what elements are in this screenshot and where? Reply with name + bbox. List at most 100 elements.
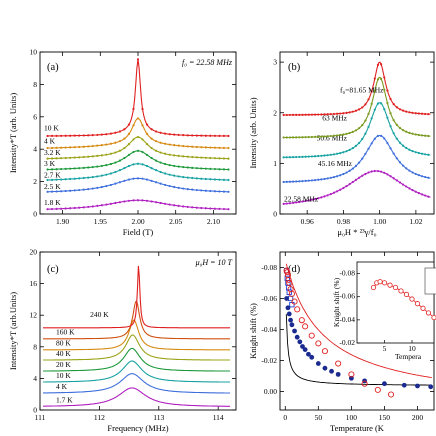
data-point	[213, 146, 216, 149]
series-label: 4 K	[56, 382, 68, 391]
data-point	[213, 207, 216, 210]
data-point	[291, 136, 295, 139]
data-point	[285, 156, 288, 159]
data-point	[118, 159, 122, 162]
data-point	[132, 124, 135, 127]
data-point	[345, 132, 348, 135]
inset-y-tick-label: -0.02	[339, 338, 355, 347]
x-tick-label: 113	[153, 413, 164, 422]
data-point	[417, 112, 420, 115]
data-point	[373, 137, 376, 140]
data-point	[46, 178, 49, 182]
fit-curve	[285, 263, 432, 379]
x-tick-label: 114	[213, 413, 224, 422]
data-point	[402, 129, 405, 132]
data-point	[380, 134, 383, 137]
data-point	[317, 154, 320, 158]
series-line	[43, 360, 231, 383]
data-point	[387, 391, 395, 398]
data-point	[361, 124, 364, 127]
data-point	[173, 185, 176, 189]
panel-frame	[39, 251, 237, 411]
data-point	[428, 384, 434, 390]
data-point	[361, 174, 364, 177]
data-point	[127, 164, 131, 168]
data-point	[177, 204, 180, 207]
series-line	[47, 59, 229, 137]
data-point	[392, 102, 395, 106]
data-point	[164, 202, 167, 205]
data-point	[114, 201, 117, 205]
y-tick-label: 3	[273, 58, 277, 67]
inset-x-tick-label: 5	[383, 344, 387, 353]
data-point	[222, 157, 226, 160]
data-point	[402, 144, 405, 147]
data-point	[364, 119, 367, 122]
inset-y-tick-label: -0.06	[339, 292, 355, 301]
data-point	[69, 207, 72, 210]
data-point	[411, 189, 414, 192]
y-tick-label: 4	[33, 374, 37, 383]
data-point	[373, 77, 376, 80]
data-point	[326, 194, 329, 197]
data-point	[307, 179, 310, 182]
data-point	[417, 174, 420, 177]
data-point	[177, 133, 180, 137]
data-point	[297, 339, 303, 345]
data-point	[398, 108, 402, 111]
data-point	[69, 134, 72, 137]
data-point	[55, 134, 58, 137]
data-point	[195, 156, 198, 159]
data-point	[200, 156, 203, 159]
series-label: 240 K	[90, 310, 109, 319]
series-label: 160 K	[56, 328, 75, 337]
data-point	[100, 204, 103, 207]
data-point	[329, 134, 332, 138]
data-point	[118, 149, 122, 152]
data-point	[335, 190, 339, 193]
x-axis-label: μ₀H * ²³γ/f₀	[337, 227, 376, 237]
data-point	[204, 189, 207, 192]
inset-data-point	[409, 296, 415, 302]
data-point	[289, 302, 295, 308]
data-point	[285, 305, 291, 311]
series-label: 45.16 MHz	[318, 159, 353, 168]
data-point	[127, 123, 131, 126]
field-annotation: μ₀H = 10 T	[195, 258, 233, 267]
data-point	[284, 272, 291, 279]
data-point	[96, 204, 99, 207]
y-tick-label: 20	[30, 248, 38, 257]
data-point	[383, 171, 386, 174]
data-point	[222, 146, 226, 150]
data-point	[50, 178, 54, 181]
data-point	[335, 152, 339, 155]
data-point	[64, 146, 67, 149]
data-point	[376, 63, 380, 66]
data-point	[78, 145, 81, 149]
data-point	[329, 176, 332, 179]
data-point	[55, 146, 58, 149]
data-point	[123, 200, 126, 203]
data-point	[282, 180, 285, 184]
data-point	[150, 167, 153, 170]
data-point	[64, 189, 67, 193]
series-line	[43, 387, 231, 407]
data-point	[317, 135, 320, 138]
data-point	[380, 102, 383, 105]
data-point	[87, 145, 90, 148]
data-point	[173, 204, 176, 207]
data-point	[123, 128, 126, 131]
data-point	[298, 200, 301, 204]
data-point	[60, 134, 63, 137]
data-point	[414, 133, 417, 136]
data-point	[114, 182, 117, 185]
data-point	[286, 279, 293, 287]
data-point	[405, 146, 408, 150]
data-point	[332, 112, 336, 116]
data-point	[315, 361, 321, 366]
data-point	[298, 180, 301, 183]
series-label: 1.8 K	[44, 198, 61, 207]
data-point	[326, 154, 329, 157]
data-point	[200, 206, 203, 210]
data-point	[310, 179, 314, 182]
